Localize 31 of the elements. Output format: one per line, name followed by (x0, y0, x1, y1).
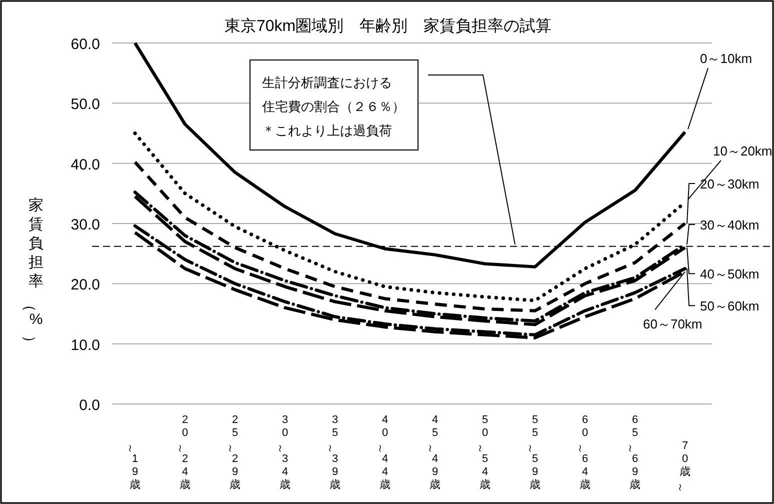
chart-title: 東京70km圏域別 年齢別 家賃負担率の試算 (224, 17, 552, 35)
annotation: 住宅費の割合（２６％） (261, 99, 405, 114)
text: 50～60km (700, 298, 760, 314)
x-tick-label: 50～54歳 (474, 414, 490, 491)
series-label: 40～50km (700, 266, 760, 282)
y-tick-label: 50.0 (70, 96, 100, 114)
x-tick-label: 40～44歳 (374, 414, 390, 491)
series-label: 30～40km (700, 218, 760, 233)
x-tick-label: 55～59歳 (524, 414, 540, 491)
x-tick-label: 45～49歳 (424, 414, 440, 491)
text: 20～30km (700, 176, 760, 192)
y-axis-title: 家賃負担率（%） (20, 197, 44, 350)
y-tick-label: 10.0 (70, 336, 100, 354)
annotation: ＊これより上は過負荷 (262, 123, 392, 138)
annotation: 生計分析調査における (262, 75, 392, 90)
text: 0～10km (700, 51, 752, 66)
y-tick-label: 40.0 (70, 156, 100, 174)
series-label: 60～70km (643, 316, 702, 332)
x-tick-label: ～19歳 (124, 442, 140, 491)
x-tick-label: 65～69歳 (624, 414, 640, 491)
x-tick-label: 35～39歳 (324, 414, 340, 491)
y-tick-label: 20.0 (70, 276, 100, 294)
y-tick-label: 30.0 (70, 216, 100, 234)
x-tick-label: 70歳～ (674, 440, 690, 493)
text: 10～20km (713, 143, 772, 158)
x-tick-label: 25～29歳 (224, 414, 240, 491)
x-tick-label: 20～24歳 (174, 414, 190, 491)
x-tick-label: 30～34歳 (274, 414, 290, 491)
y-tick-label: 60.0 (70, 36, 100, 53)
y-tick-label: 0.0 (79, 397, 100, 414)
x-tick-label: 60～64歳 (574, 414, 590, 491)
